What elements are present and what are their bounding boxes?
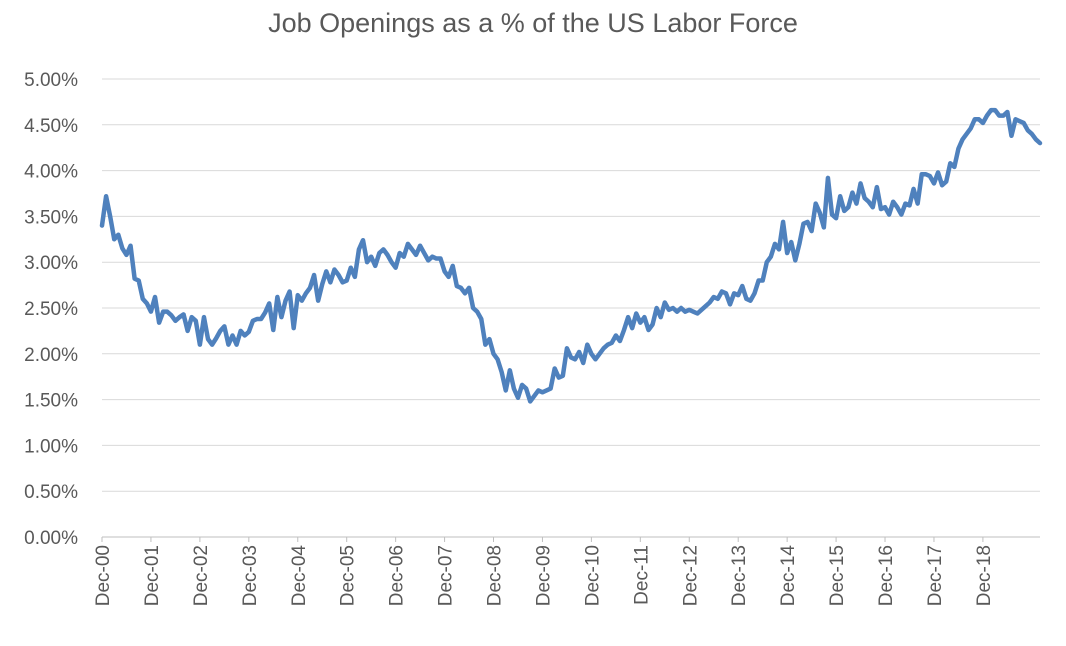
x-tick-label: Dec-13 bbox=[729, 545, 750, 606]
x-tick-label: Dec-17 bbox=[925, 545, 946, 606]
x-axis: Dec-00 Dec-01 Dec-02 Dec-03 Dec-04 Dec-05 Dec-… bbox=[93, 537, 995, 606]
y-tick-label: 0.50% bbox=[24, 482, 78, 503]
x-tick-label: Dec-18 bbox=[974, 545, 995, 606]
x-tick-label: Dec-00 bbox=[93, 545, 114, 606]
y-tick-label: 3.00% bbox=[24, 253, 78, 274]
y-tick-label: 4.00% bbox=[24, 162, 78, 183]
series-layer bbox=[99, 107, 1043, 404]
y-axis: 0.00% 0.50% 1.00% 1.50% 2.00% 2.50% 3.00% 3.50%… bbox=[24, 70, 78, 549]
x-tick-label: Dec-10 bbox=[582, 545, 603, 606]
x-tick-label: Dec-02 bbox=[191, 545, 212, 606]
y-tick-label: 1.50% bbox=[24, 391, 78, 412]
x-tick-label: Dec-16 bbox=[876, 545, 897, 606]
y-tick-label: 1.00% bbox=[24, 436, 78, 457]
x-tick-label: Dec-03 bbox=[240, 545, 261, 606]
x-tick-label: Dec-14 bbox=[778, 545, 799, 607]
y-tick-label: 5.00% bbox=[24, 70, 78, 91]
y-tick-label: 4.50% bbox=[24, 116, 78, 137]
y-tick-label: 0.00% bbox=[24, 528, 78, 549]
x-tick-label: Dec-09 bbox=[533, 545, 554, 606]
x-tick-label: Dec-11 bbox=[631, 545, 652, 605]
x-tick-label: Dec-15 bbox=[827, 545, 848, 606]
series-line bbox=[99, 107, 1043, 404]
x-tick-label: Dec-01 bbox=[142, 545, 163, 606]
x-tick-label: Dec-08 bbox=[485, 545, 506, 606]
y-tick-label: 2.50% bbox=[24, 299, 78, 320]
x-tick-label: Dec-05 bbox=[338, 545, 359, 606]
gridlines bbox=[102, 78, 1040, 538]
x-tick-label: Dec-04 bbox=[289, 545, 310, 607]
chart-title: Job Openings as a % of the US Labor Forc… bbox=[268, 8, 798, 38]
x-tick-label: Dec-06 bbox=[387, 545, 408, 606]
y-tick-label: 3.50% bbox=[24, 207, 78, 228]
x-tick-label: Dec-12 bbox=[680, 545, 701, 606]
x-tick-label: Dec-07 bbox=[436, 545, 457, 606]
y-tick-label: 2.00% bbox=[24, 345, 78, 366]
